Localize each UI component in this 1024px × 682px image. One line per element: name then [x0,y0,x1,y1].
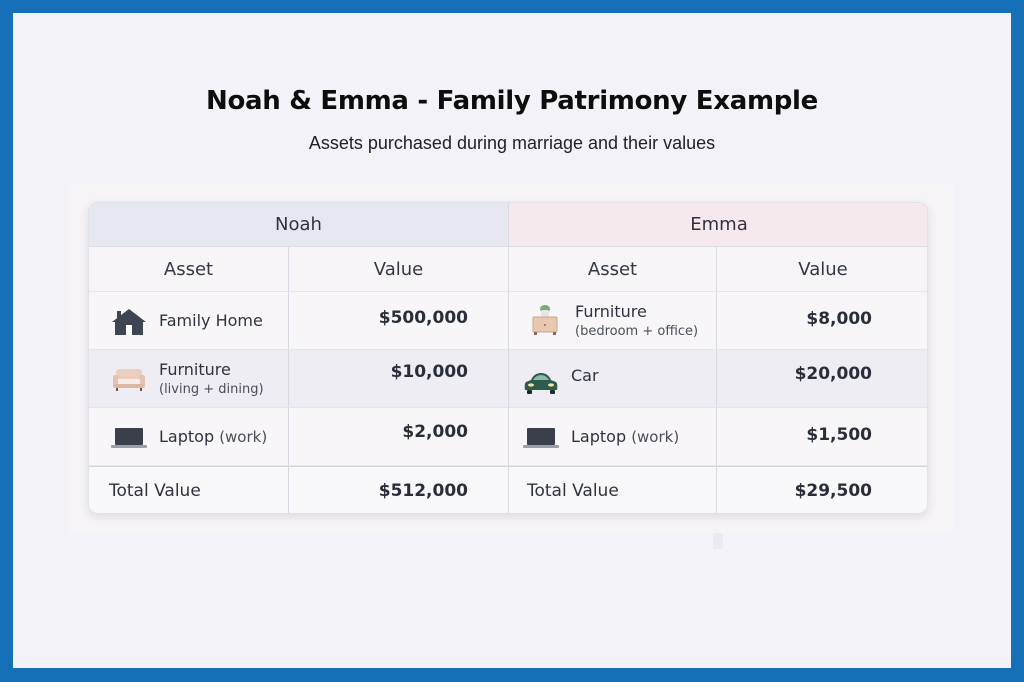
asset-name: Family Home [159,311,263,330]
page-subtitle: Assets purchased during marriage and the… [308,133,716,153]
house-icon [109,306,149,336]
asset-name: Furniture [159,360,231,379]
asset-value: $8,000 [806,309,872,329]
nightstand-plant-icon [525,304,565,336]
table-row: Furniture (living + dining) $10,000 [89,350,508,408]
decorative-mark [713,533,723,549]
asset-value: $500,000 [378,308,468,328]
patrimony-table: Noah Asset Value Family Home $500,000 [88,202,928,514]
asset-value: $1,500 [806,425,872,445]
asset-detail: (bedroom + office) [575,324,699,339]
noah-column: Noah Asset Value Family Home $500,000 [89,203,508,513]
asset-name: Laptop (work) [159,427,268,446]
total-row: Total Value $29,500 [509,466,927,513]
total-label: Total Value [527,481,619,501]
total-value: $29,500 [794,481,872,501]
column-header-row: Asset Value [89,247,508,292]
table-row: Family Home $500,000 [89,292,508,350]
laptop-icon [521,422,561,452]
total-value: $512,000 [378,481,468,501]
person-header-emma: Emma [509,203,927,247]
asset-value: $10,000 [390,362,468,382]
asset-name: Furniture [575,302,647,321]
column-header-value: Value [716,247,927,291]
table-row: Laptop (work) $1,500 [509,408,927,466]
asset-detail: (living + dining) [159,382,264,397]
asset-value: $20,000 [794,364,872,384]
emma-column: Emma Asset Value Furniture (bedroom + of… [508,203,927,513]
column-header-value: Value [288,247,508,291]
asset-name: Laptop (work) [571,427,680,446]
table-row: Furniture (bedroom + office) $8,000 [509,292,927,350]
column-header-row: Asset Value [509,247,927,292]
sofa-icon [109,364,149,394]
table-row: Car $20,000 [509,350,927,408]
total-row: Total Value $512,000 [89,466,508,513]
column-header-asset: Asset [163,258,214,280]
car-icon [521,368,561,398]
asset-name: Car [571,366,599,385]
total-label: Total Value [109,481,201,501]
table-row: Laptop (work) $2,000 [89,408,508,466]
person-header-noah: Noah [89,203,508,247]
column-header-asset: Asset [587,258,638,280]
laptop-icon [109,422,149,452]
page-title: Noah & Emma - Family Patrimony Example [206,86,818,116]
asset-value: $2,000 [402,422,468,442]
